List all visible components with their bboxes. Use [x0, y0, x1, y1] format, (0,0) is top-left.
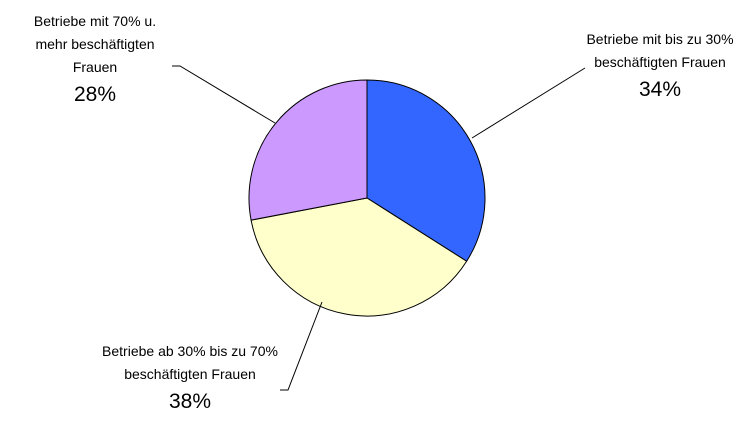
- category-label: Betriebe mit 70% u. mehr beschäftigten F…: [33, 13, 157, 75]
- value-label: 34%: [638, 78, 682, 101]
- slice-label: Betriebe ab 30% bis zu 70% beschäftigten…: [100, 340, 280, 416]
- leader-line: [280, 301, 323, 391]
- category-label: Betriebe ab 30% bis zu 70% beschäftigten…: [102, 343, 278, 382]
- pie-slice: [366, 79, 486, 262]
- leader-line: [471, 67, 586, 139]
- category-label: Betriebe mit bis zu 30% beschäftigten Fr…: [586, 31, 734, 70]
- pie-slice: [250, 197, 468, 317]
- leader-line: [172, 65, 276, 124]
- slice-label: Betriebe mit 70% u. mehr beschäftigten F…: [20, 10, 170, 109]
- value-label: 28%: [73, 83, 117, 106]
- value-label: 38%: [168, 390, 212, 413]
- pie-slice: [248, 79, 368, 221]
- slice-label: Betriebe mit bis zu 30% beschäftigten Fr…: [580, 28, 736, 104]
